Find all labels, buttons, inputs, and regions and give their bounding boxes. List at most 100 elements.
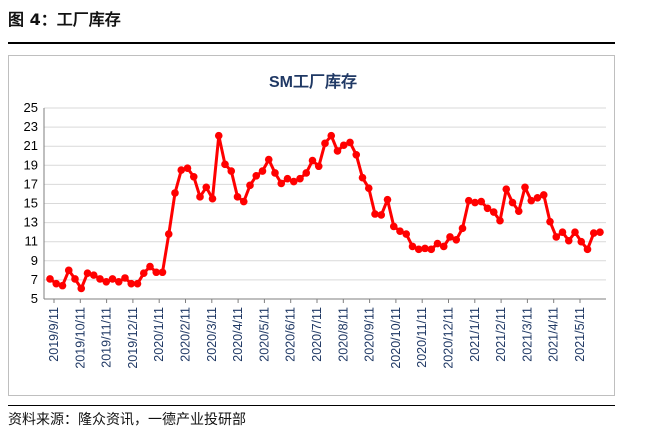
- y-tick-label: 19: [24, 157, 38, 172]
- data-point: [189, 172, 198, 181]
- data-point: [583, 245, 592, 254]
- y-tick-label: 21: [24, 138, 38, 153]
- data-point: [514, 207, 523, 215]
- data-point: [164, 230, 173, 238]
- data-point: [439, 242, 448, 251]
- data-point: [46, 275, 54, 283]
- data-point: [314, 162, 323, 171]
- data-point: [177, 166, 186, 174]
- x-tick-label: 2021/2/11: [494, 307, 508, 362]
- x-tick-label: 2021/4/11: [547, 307, 561, 362]
- data-point: [71, 275, 79, 283]
- data-point: [127, 279, 136, 288]
- data-point: [221, 160, 229, 169]
- data-point: [427, 245, 436, 254]
- x-tick-label: 2019/9/11: [47, 307, 61, 362]
- data-point: [114, 278, 123, 286]
- data-point: [227, 167, 236, 175]
- data-point: [377, 211, 386, 219]
- y-tick-label: 23: [24, 119, 38, 134]
- x-tick-label: 2019/11/11: [100, 307, 114, 368]
- data-point: [77, 284, 86, 293]
- data-point: [171, 189, 179, 197]
- data-point: [502, 185, 511, 193]
- data-point: [302, 169, 311, 177]
- data-point: [352, 150, 361, 159]
- y-tick-label: 5: [31, 291, 38, 306]
- data-point: [202, 183, 211, 192]
- data-point: [283, 174, 292, 183]
- data-point: [496, 216, 504, 225]
- data-point: [564, 236, 573, 245]
- data-point: [589, 229, 598, 237]
- data-point: [552, 233, 561, 241]
- data-point: [239, 197, 248, 206]
- data-point: [446, 233, 454, 241]
- data-point: [477, 197, 486, 206]
- data-point: [402, 230, 411, 238]
- x-tick-label: 2020/12/11: [442, 307, 456, 369]
- axes: 5 7 9 11 13 15 17 19 21 23 25 2019/9/11 2019/10/11 20…: [24, 100, 606, 369]
- data-point: [489, 208, 498, 216]
- chart-frame: [8, 55, 615, 396]
- data-point: [539, 191, 548, 199]
- data-point: [533, 193, 542, 202]
- data-point: [471, 198, 479, 207]
- data-point: [289, 177, 298, 186]
- data-point: [183, 164, 192, 172]
- top-rule: [8, 42, 615, 44]
- x-tick-label: 2021/5/11: [573, 307, 587, 362]
- data-point: [414, 245, 423, 254]
- x-tick-label: 2019/12/11: [126, 307, 140, 369]
- chart-title: SM工厂库存: [269, 72, 357, 91]
- source-note: 资料来源：隆众资讯，一德产业投研部: [8, 412, 246, 428]
- y-tick-label: 7: [31, 272, 38, 287]
- bottom-rule: [8, 405, 615, 406]
- y-tick-label: 17: [24, 176, 38, 191]
- x-tick-label: 2021/1/11: [468, 307, 482, 362]
- data-point: [458, 224, 467, 233]
- x-tick-label: 2020/7/11: [310, 307, 324, 362]
- data-point: [89, 271, 98, 279]
- y-tick-label: 9: [31, 253, 38, 268]
- y-tick-label: 11: [25, 234, 39, 249]
- x-tick-label: 2020/1/11: [152, 307, 166, 362]
- data-point: [308, 156, 317, 165]
- data-point: [52, 279, 61, 288]
- data-point: [264, 155, 273, 164]
- data-point: [577, 237, 586, 246]
- data-point: [339, 141, 348, 150]
- data-point: [421, 244, 429, 253]
- x-tick-label: 2020/11/11: [415, 307, 429, 368]
- data-point: [358, 173, 367, 182]
- y-tick-label: 25: [24, 100, 38, 115]
- data-point: [371, 210, 379, 218]
- data-point: [252, 172, 261, 180]
- x-tick-label: 2020/3/11: [205, 307, 219, 362]
- data-point: [133, 279, 142, 288]
- data-point: [64, 266, 73, 275]
- x-tick-label: 2021/3/11: [520, 307, 534, 362]
- data-point: [158, 268, 167, 277]
- data-point: [246, 181, 254, 190]
- figure-title: 图 4：工厂库存: [8, 10, 121, 29]
- data-point: [327, 131, 336, 140]
- y-tick-label: 13: [24, 215, 38, 230]
- data-point: [364, 184, 373, 193]
- data-point: [483, 204, 492, 213]
- x-tick-label: 2020/4/11: [231, 307, 245, 362]
- data-point: [571, 228, 579, 236]
- data-point: [383, 195, 392, 204]
- y-tick-label: 15: [24, 196, 38, 211]
- x-tick-label: 2020/2/11: [179, 307, 193, 362]
- series-layer: [46, 131, 604, 293]
- x-tick-label: 2019/10/11: [73, 307, 87, 369]
- data-point: [233, 193, 242, 201]
- data-point: [58, 281, 67, 290]
- data-point: [214, 131, 223, 140]
- x-tick-label: 2020/8/11: [336, 307, 350, 362]
- data-point: [396, 227, 404, 235]
- data-point: [96, 275, 104, 283]
- data-point: [258, 167, 267, 175]
- data-point: [102, 278, 111, 286]
